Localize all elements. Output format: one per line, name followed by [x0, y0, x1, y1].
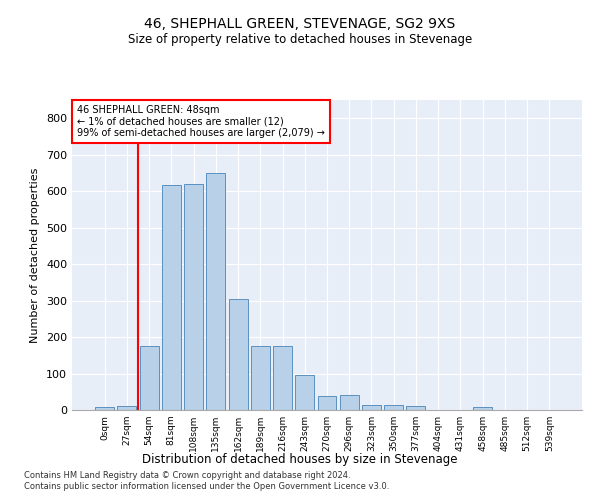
Bar	[206, 173, 225, 410]
Text: Distribution of detached houses by size in Stevenage: Distribution of detached houses by size …	[142, 452, 458, 466]
Bar	[295, 374, 314, 410]
Text: Contains public sector information licensed under the Open Government Licence v3: Contains public sector information licen…	[24, 482, 389, 491]
Text: Contains HM Land Registry data © Crown copyright and database right 2024.: Contains HM Land Registry data © Crown c…	[24, 470, 350, 480]
Bar	[162, 185, 181, 410]
Bar	[406, 406, 425, 410]
Bar	[362, 405, 381, 410]
Text: 46 SHEPHALL GREEN: 48sqm
← 1% of detached houses are smaller (12)
99% of semi-de: 46 SHEPHALL GREEN: 48sqm ← 1% of detache…	[77, 104, 325, 138]
Bar	[140, 346, 158, 410]
Bar	[473, 407, 492, 410]
Bar	[273, 346, 292, 410]
Bar	[95, 407, 114, 410]
Text: 46, SHEPHALL GREEN, STEVENAGE, SG2 9XS: 46, SHEPHALL GREEN, STEVENAGE, SG2 9XS	[145, 18, 455, 32]
Bar	[229, 299, 248, 410]
Bar	[118, 406, 136, 410]
Y-axis label: Number of detached properties: Number of detached properties	[31, 168, 40, 342]
Bar	[340, 396, 359, 410]
Text: Size of property relative to detached houses in Stevenage: Size of property relative to detached ho…	[128, 32, 472, 46]
Bar	[384, 405, 403, 410]
Bar	[184, 184, 203, 410]
Bar	[251, 346, 270, 410]
Bar	[317, 396, 337, 410]
